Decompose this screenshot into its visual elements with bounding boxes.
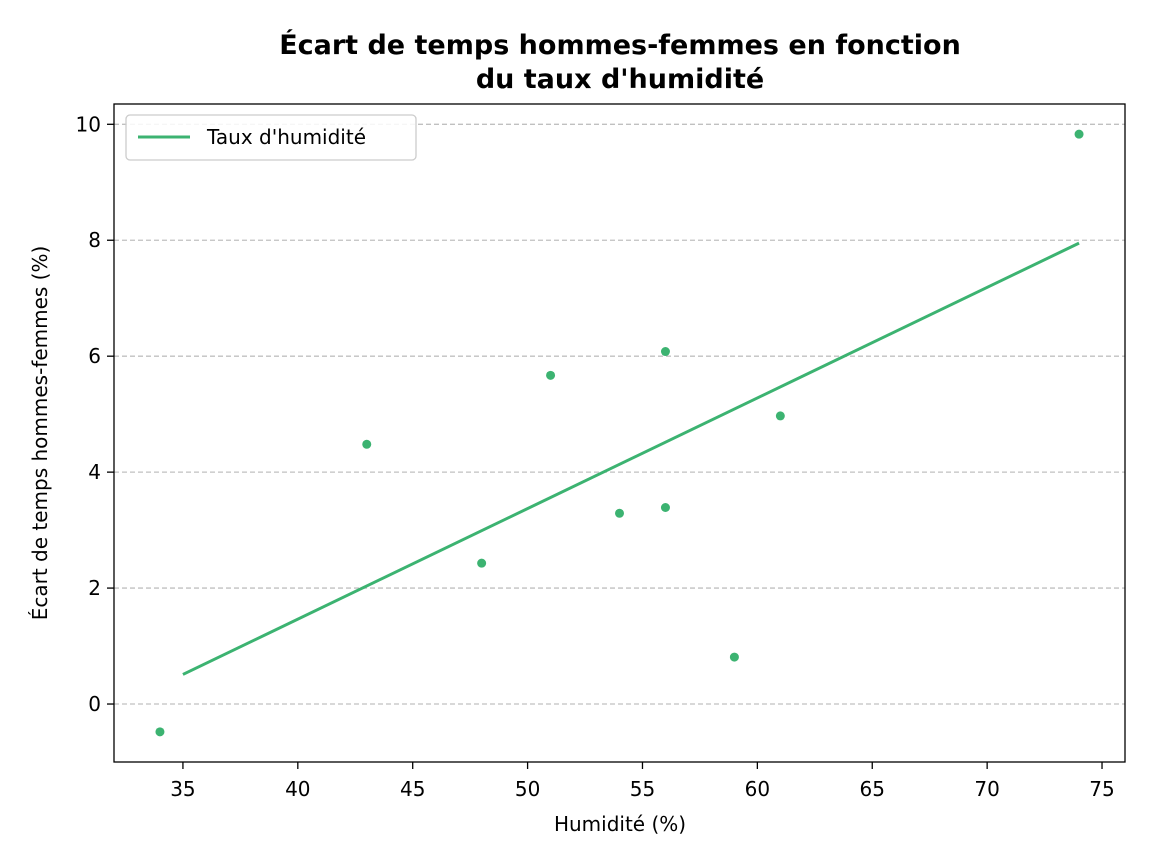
scatter-point [1074, 129, 1084, 139]
trend-line [182, 241, 1080, 676]
grid-lines [114, 123, 1125, 705]
x-tick-label: 50 [515, 777, 540, 801]
scatter-point [362, 439, 372, 449]
axes-frame [113, 103, 1126, 763]
scatter-point [729, 652, 739, 662]
x-tick-label: 70 [974, 777, 999, 801]
y-tick-label: 2 [88, 576, 101, 600]
chart-title-line-2: du taux d'humidité [476, 64, 764, 95]
y-tick-label: 6 [88, 344, 101, 368]
x-axis-label: Humidité (%) [554, 812, 686, 836]
scatter-point [546, 370, 556, 380]
chart-title-line-1: Écart de temps hommes-femmes en fonction [279, 29, 961, 61]
y-axis-label: Écart de temps hommes-femmes (%) [28, 246, 52, 621]
scatter-point [660, 502, 670, 512]
x-tick-label: 55 [630, 777, 655, 801]
x-tick-label: 40 [285, 777, 310, 801]
y-tick-label: 4 [88, 460, 101, 484]
y-tick-label: 10 [76, 112, 101, 136]
scatter-point [615, 508, 624, 518]
legend-box [125, 114, 417, 161]
legend: Taux d'humidité [125, 114, 417, 161]
x-tick-label: 45 [400, 777, 425, 801]
plot-area [155, 129, 1084, 737]
x-tick-label: 65 [860, 777, 885, 801]
scatter-point [660, 347, 670, 357]
y-tick-label: 0 [88, 692, 101, 716]
y-tick-label: 8 [88, 228, 101, 252]
x-tick-label: 60 [745, 777, 770, 801]
scatter-point [775, 411, 785, 421]
axis-ticks: 0 2 4 6 8 10 35 40 45 50 55 60 65 70 75 [76, 112, 1115, 801]
x-tick-label: 35 [170, 777, 195, 801]
legend-entry-label: Taux d'humidité [206, 125, 366, 149]
scatter-point [477, 558, 487, 568]
x-tick-label: 75 [1089, 777, 1114, 801]
scatter-point [155, 727, 165, 737]
